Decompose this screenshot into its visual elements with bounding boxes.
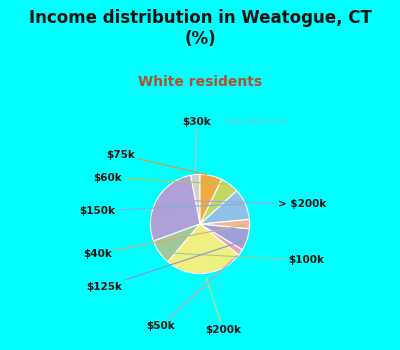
Text: City-Data.com: City-Data.com: [224, 117, 288, 126]
Wedge shape: [200, 179, 237, 224]
Text: White residents: White residents: [138, 75, 262, 89]
Text: $125k: $125k: [86, 241, 243, 292]
Text: Income distribution in Weatogue, CT
(%): Income distribution in Weatogue, CT (%): [28, 9, 372, 48]
Text: $30k: $30k: [182, 117, 211, 170]
Text: $150k: $150k: [80, 204, 241, 216]
Wedge shape: [150, 175, 200, 241]
Text: $50k: $50k: [146, 255, 238, 331]
Wedge shape: [200, 224, 249, 250]
Text: $75k: $75k: [106, 149, 207, 175]
Wedge shape: [200, 174, 222, 224]
Text: $200k: $200k: [205, 277, 241, 335]
Wedge shape: [200, 191, 249, 224]
Wedge shape: [200, 224, 242, 255]
Text: $40k: $40k: [83, 225, 246, 259]
Wedge shape: [190, 174, 200, 224]
Text: > $200k: > $200k: [161, 199, 327, 209]
Text: $100k: $100k: [164, 253, 324, 265]
Wedge shape: [200, 219, 250, 229]
Wedge shape: [154, 224, 200, 262]
Wedge shape: [168, 224, 239, 274]
Text: $60k: $60k: [93, 173, 226, 184]
